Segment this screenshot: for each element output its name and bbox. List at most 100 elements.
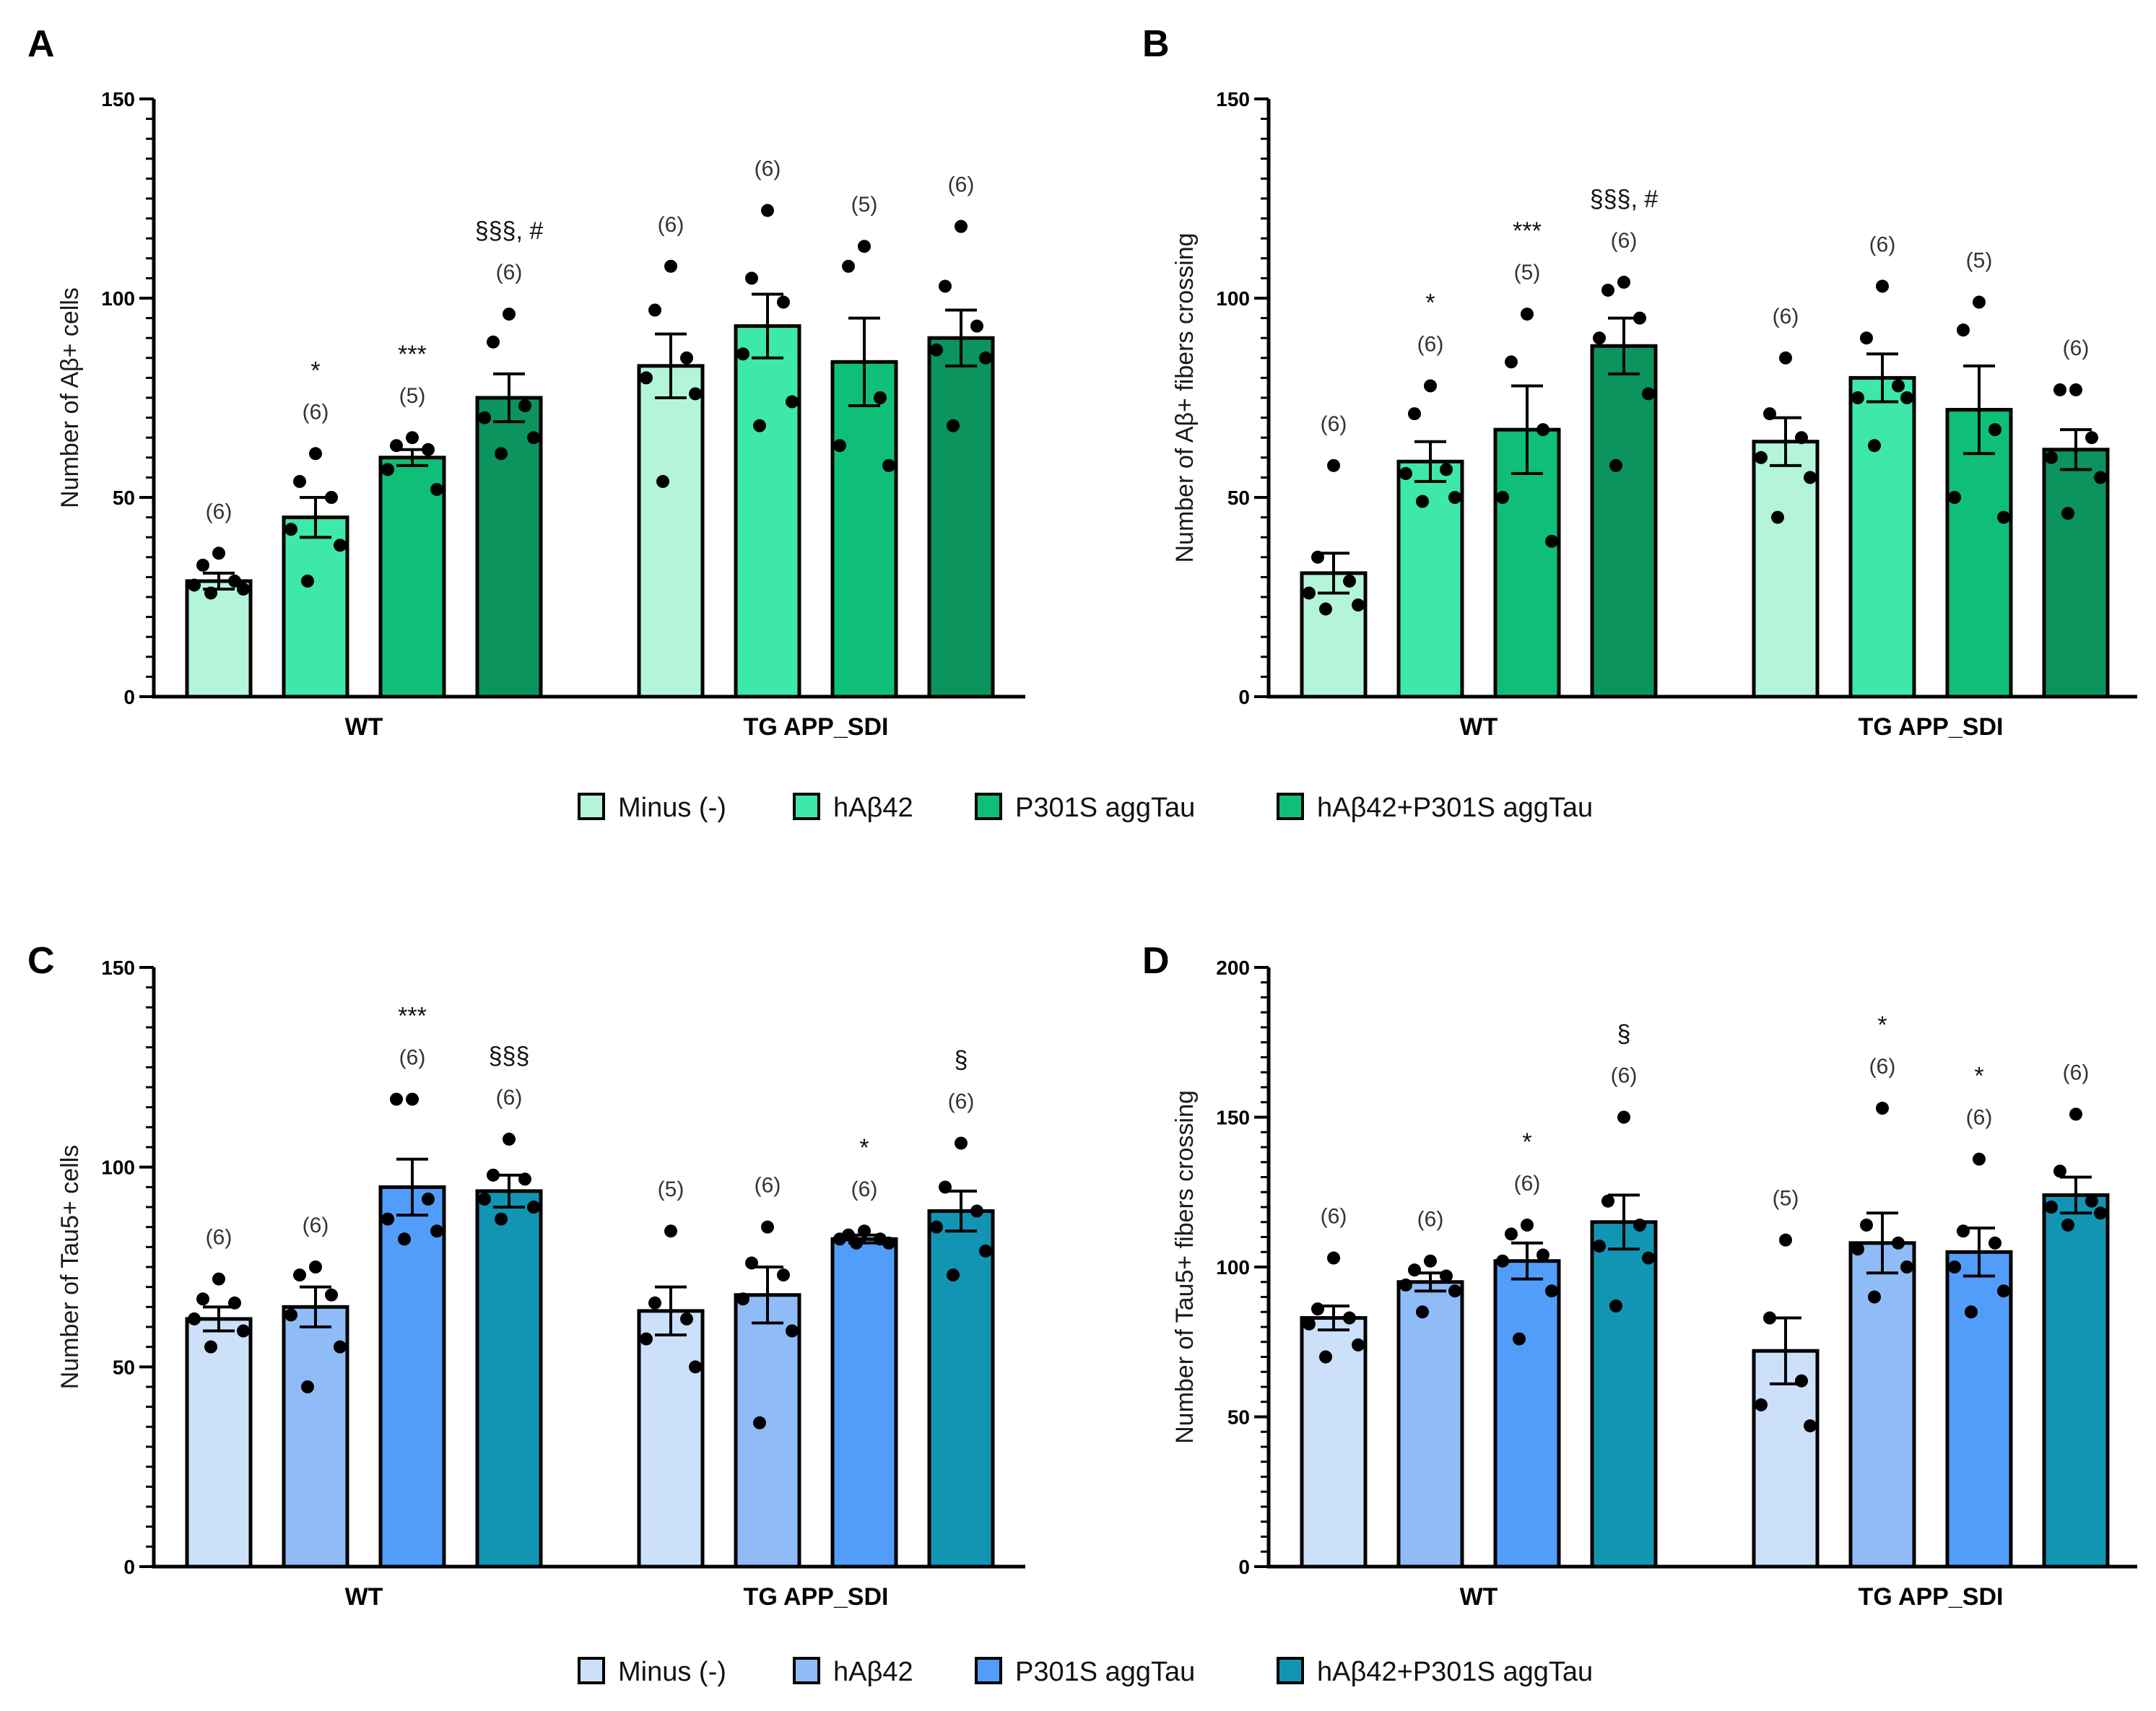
data-point xyxy=(1617,275,1630,289)
data-point xyxy=(947,1268,960,1282)
data-point xyxy=(1399,1278,1412,1292)
data-point xyxy=(406,431,419,445)
y-axis-label: Number of Tau5+ cells xyxy=(56,1145,84,1390)
data-point xyxy=(1303,586,1316,600)
legend-item: Minus (-) xyxy=(578,1657,726,1687)
data-point xyxy=(1755,450,1768,464)
data-point xyxy=(745,1256,758,1270)
data-point xyxy=(1352,598,1365,612)
data-point xyxy=(2069,383,2082,396)
n-label: (6) xyxy=(948,173,975,197)
data-point xyxy=(2061,507,2074,521)
data-point xyxy=(955,1136,968,1150)
data-point xyxy=(1868,1290,1881,1304)
data-point xyxy=(527,1201,540,1214)
n-label: (6) xyxy=(399,1046,426,1070)
bar-group: (6) xyxy=(1752,305,1820,699)
data-point xyxy=(1876,279,1889,293)
data-point xyxy=(656,474,669,488)
bar xyxy=(1396,1280,1464,1569)
data-point xyxy=(1399,466,1412,480)
data-point xyxy=(1642,1251,1655,1265)
y-tick-label: 50 xyxy=(113,487,135,509)
data-point xyxy=(2094,471,2107,484)
data-point xyxy=(640,1332,653,1346)
legend-swatch xyxy=(578,1657,605,1684)
data-point xyxy=(301,1380,314,1393)
data-point xyxy=(1868,439,1881,453)
significance-label: * xyxy=(1522,1128,1531,1156)
data-point xyxy=(874,391,887,404)
data-point xyxy=(430,482,443,496)
significance-label: § xyxy=(955,1046,968,1074)
data-point xyxy=(518,1172,531,1186)
data-point xyxy=(284,523,297,536)
y-tick-label: 150 xyxy=(1216,1107,1250,1129)
bar-group: (6) xyxy=(637,213,705,699)
y-tick-label: 150 xyxy=(101,957,135,979)
bar xyxy=(2042,1193,2110,1569)
data-point xyxy=(979,1244,992,1258)
data-point xyxy=(2053,1164,2066,1178)
group-label: WT xyxy=(345,713,383,741)
data-point xyxy=(664,259,677,273)
data-point xyxy=(1633,311,1646,325)
data-point xyxy=(1957,323,1970,337)
bar xyxy=(1590,1220,1658,1569)
data-point xyxy=(1408,1263,1421,1277)
data-point xyxy=(1408,407,1421,421)
data-point xyxy=(422,1192,435,1206)
data-point xyxy=(947,419,960,432)
data-point xyxy=(1795,431,1808,445)
bar-group: (5) xyxy=(1752,1187,1820,1569)
data-point xyxy=(858,240,871,253)
group-label: WT xyxy=(345,1583,383,1611)
legend-label: hAβ42+P301S aggTau xyxy=(1317,793,1593,823)
bar xyxy=(1493,1259,1561,1569)
data-point xyxy=(1988,1236,2001,1250)
data-point xyxy=(237,582,250,596)
bar-group: (6) §§§, # xyxy=(1590,186,1658,699)
n-label: (6) xyxy=(206,500,232,523)
bar xyxy=(734,324,801,699)
bar-group: (6) xyxy=(282,1214,349,1569)
data-point xyxy=(680,351,693,365)
significance-label: * xyxy=(1974,1063,1983,1090)
n-label: (6) xyxy=(2063,1061,2090,1084)
data-point xyxy=(1424,379,1437,393)
significance-label: * xyxy=(1425,289,1435,316)
data-point xyxy=(390,439,403,453)
data-point xyxy=(1779,351,1792,365)
bar xyxy=(1945,1250,2013,1569)
n-label: (6) xyxy=(1611,229,1638,253)
bar-group: (5) xyxy=(1945,249,2013,699)
group-label: TG APP_SDI xyxy=(1859,713,2004,741)
data-point xyxy=(309,1261,322,1274)
n-label: (6) xyxy=(1514,1172,1541,1196)
n-label: (6) xyxy=(1966,1106,1993,1130)
data-point xyxy=(833,439,846,453)
data-point xyxy=(736,1292,749,1306)
y-tick-label: 100 xyxy=(101,1157,135,1179)
data-point xyxy=(1795,1374,1808,1388)
data-point xyxy=(430,1224,443,1238)
panel-A: A 0 50 100 150 Number of Aβ+ cells (6) (6) * (5) *… xyxy=(27,23,1025,741)
data-point xyxy=(1876,1102,1889,1115)
data-point xyxy=(1892,1236,1905,1250)
data-point xyxy=(1892,379,1905,393)
legend-bottom: Minus (-) hAβ42 P301S aggTau hAβ42+P301S ag… xyxy=(578,1657,1593,1687)
bar-group: (6) * xyxy=(282,357,349,699)
data-point xyxy=(1609,1299,1622,1312)
data-point xyxy=(1860,1218,1873,1232)
bar xyxy=(830,360,898,699)
data-point xyxy=(648,303,661,317)
data-point xyxy=(842,259,855,273)
data-point xyxy=(1771,510,1784,524)
data-point xyxy=(325,491,338,504)
bar-group: (6) xyxy=(734,157,801,699)
data-point xyxy=(648,1296,661,1310)
data-point xyxy=(689,1360,702,1374)
panel-letter: D xyxy=(1142,940,1170,982)
data-point xyxy=(745,271,758,285)
significance-label: * xyxy=(310,357,320,384)
